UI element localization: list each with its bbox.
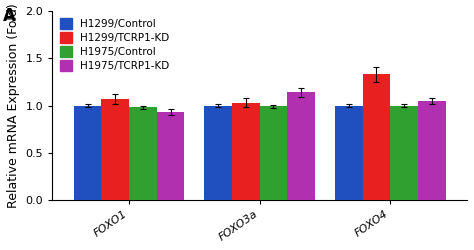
Bar: [204, 106, 232, 200]
Text: A: A: [2, 7, 15, 25]
Bar: [232, 103, 260, 200]
Legend: H1299/Control, H1299/TCRP1-KD, H1975/Control, H1975/TCRP1-KD: H1299/Control, H1299/TCRP1-KD, H1975/Con…: [57, 16, 172, 73]
Bar: [363, 74, 390, 200]
Bar: [260, 106, 287, 200]
Bar: [287, 92, 315, 200]
Bar: [157, 112, 184, 200]
Bar: [418, 101, 446, 200]
Bar: [129, 108, 157, 200]
Bar: [390, 106, 418, 200]
Y-axis label: Relative mRNA Expression (Fold): Relative mRNA Expression (Fold): [7, 3, 20, 208]
Bar: [74, 106, 101, 200]
Bar: [335, 106, 363, 200]
Bar: [101, 99, 129, 200]
